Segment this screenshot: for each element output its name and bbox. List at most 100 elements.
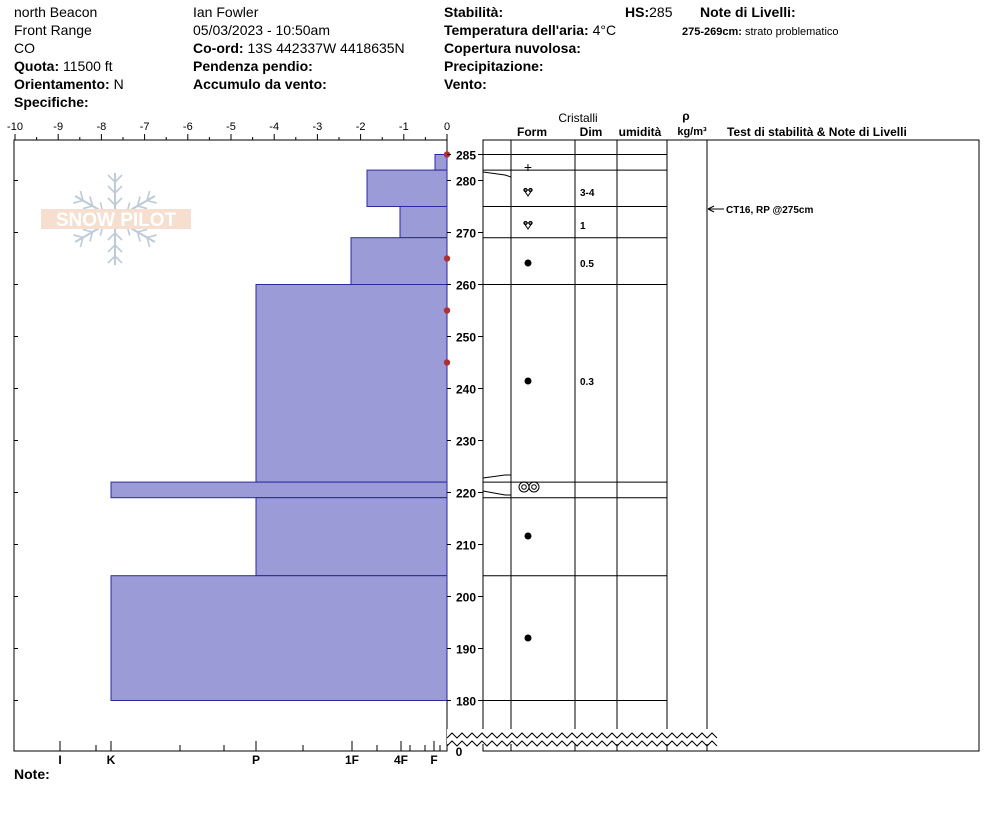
depth-label: 210 (456, 539, 476, 553)
depth-label: 250 (456, 331, 476, 345)
snowflake-branch (136, 196, 141, 207)
mf-inner (531, 484, 537, 490)
snowflake-branch (114, 255, 123, 264)
crystal-form-symbol: + (524, 159, 532, 175)
snowflake-branch (114, 197, 123, 206)
density-symbol-header: ρ (682, 109, 689, 123)
temp-tick-label: -8 (97, 121, 107, 133)
temperature-point (443, 255, 451, 262)
facet-circle (528, 187, 533, 193)
hs-label: HS: (625, 4, 650, 20)
hardness-bar (110, 575, 448, 702)
depth-label: 270 (456, 227, 476, 241)
coord-label: Co-ord: (193, 40, 244, 56)
temperature-point (443, 359, 451, 366)
facet-circle (523, 220, 528, 226)
mf-inner (521, 484, 527, 490)
snowflake-branch (79, 237, 84, 248)
depth-zero-label: 0 (456, 745, 463, 759)
temp-tick-label: -9 (53, 121, 63, 133)
crystal-size: 0.3 (580, 377, 594, 388)
depth-label: 260 (456, 279, 476, 293)
moisture-header: umidità (619, 125, 662, 139)
crystal-form-rounded-icon (524, 259, 532, 267)
coord-value: 13S 442337W 4418635N (247, 40, 405, 56)
facet-triangle (523, 189, 533, 197)
elevation-value: 11500 ft (63, 58, 113, 74)
crystal-form-melt-freeze-icon (518, 481, 540, 493)
sky-label: Copertura nuvolosa: (444, 40, 581, 56)
hardness-label: K (107, 753, 116, 767)
logo-banner (41, 209, 191, 229)
hardness-bar (350, 237, 448, 285)
hardness-label: I (58, 753, 61, 767)
depth-label: 220 (456, 487, 476, 501)
air-temp-value: 4°C (592, 22, 617, 38)
hardness-bar (110, 481, 448, 499)
snowflake-branch (114, 244, 123, 253)
wind-label: Vento: (444, 76, 487, 92)
snowflake-branch (107, 185, 116, 194)
snowflake-branch (114, 232, 123, 241)
crystal-table-frame (482, 139, 980, 752)
mf-outer (518, 481, 530, 493)
coordinates: Co-ord: 13S 442337W 4418635N (193, 39, 405, 57)
aspect-value: N (113, 76, 124, 92)
size-header: Dim (580, 125, 603, 139)
snowflake-branch (82, 205, 93, 210)
crystal-form-rounded-icon (524, 634, 532, 642)
snowflake-branch (89, 231, 94, 242)
aspect-label: Orientamento: (14, 76, 110, 92)
depth-label: 280 (456, 175, 476, 189)
mf-outer (528, 481, 540, 493)
mountain-range: Front Range (14, 22, 92, 38)
snowflake-branch (114, 174, 123, 183)
notes-label: Note: (14, 766, 50, 782)
temp-tick-label: -3 (313, 121, 323, 133)
temp-tick-label: 0 (444, 121, 450, 133)
snowpilot-logo: SNOW PILOT (41, 173, 191, 265)
air-temperature: Temperatura dell'aria: 4°C (444, 21, 616, 39)
crystal-form-rounding-facet-icon (523, 187, 533, 197)
snowflake-branch (79, 190, 84, 201)
snowflake-branch (107, 232, 116, 241)
snowflake-branch (107, 174, 116, 183)
layer-note: 275-269cm: strato problematico (682, 23, 839, 41)
hardness-bar (366, 169, 448, 208)
logo-text: SNOW PILOT (56, 210, 177, 231)
snowflake-branch (146, 199, 157, 204)
observer: Ian Fowler (193, 4, 259, 20)
crystal-size: 3-4 (580, 188, 595, 199)
snowflake-branch (73, 199, 84, 204)
crystal-form-rounded-icon (524, 377, 532, 385)
precip-label: Precipitazione: (444, 58, 544, 74)
temp-tick-label: -2 (356, 121, 366, 133)
density-unit-header: kg/m³ (677, 126, 707, 138)
wind-loading-label: Accumulo da vento: (193, 76, 327, 92)
crystal-size: 1 (580, 221, 586, 232)
hs: HS:285 (625, 3, 672, 21)
snowflake-branch (73, 234, 84, 239)
crystals-header: Cristalli (558, 111, 597, 125)
hardness-label: P (252, 753, 260, 767)
snowflake-branch (107, 197, 116, 206)
depth-label: 240 (456, 383, 476, 397)
snowflake-branch (107, 244, 116, 253)
temp-tick-label: -6 (183, 121, 193, 133)
elevation: Quota: 11500 ft (14, 57, 113, 75)
hardness-label: 4F (394, 753, 408, 767)
layer-connector-angled (482, 490, 511, 496)
elevation-label: Quota: (14, 58, 60, 74)
hardness-bar (255, 284, 448, 483)
snowflake-branch (89, 196, 94, 207)
facet-circle (523, 187, 528, 193)
depth-label: 285 (456, 149, 476, 163)
depth-label: 190 (456, 643, 476, 657)
depth-label: 200 (456, 591, 476, 605)
snowflake-branch (107, 255, 116, 264)
snowflake-branch (137, 205, 148, 210)
tests-header: Test di stabilità & Note di Livelli (727, 125, 907, 139)
form-header: Form (517, 125, 547, 139)
crystal-form-rounding-facet-icon (523, 220, 533, 230)
